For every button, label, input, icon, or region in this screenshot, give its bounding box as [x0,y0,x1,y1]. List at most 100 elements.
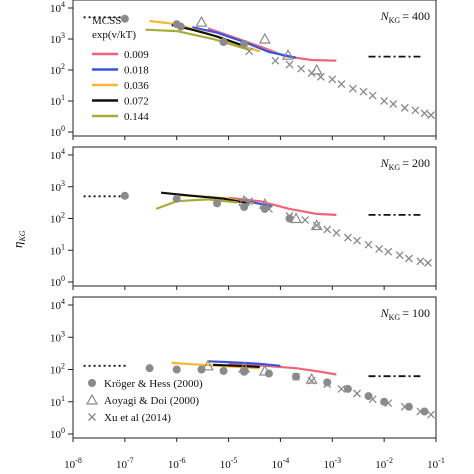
x-tick-label-exp: -3 [334,456,341,465]
x-tick-label-base: 10 [116,459,128,471]
x-tick-label: 10-4 [272,456,290,471]
y-tick-label: 100 [50,124,65,139]
xu-point-b [375,244,384,253]
x-tick-label: 10-3 [323,456,341,471]
x-tick-label: 10-8 [64,456,82,471]
aoyagi-doi-point [281,48,295,60]
kroger-hess-point [219,38,228,47]
xu-point [323,225,332,234]
x-tick-label: 10-7 [116,456,134,471]
y-tick-label-exp: 1 [61,394,65,403]
xu-point-b [420,109,429,118]
kroger-hess-point [120,14,129,23]
xu-point-b [368,91,377,100]
xu-point-b [312,221,321,230]
line-legend-label: 0.018 [124,65,149,77]
x-tick-label-base: 10 [272,459,284,471]
xu-point-b [389,100,398,108]
panel-plot-area [83,359,435,419]
xu-point [420,109,429,118]
x-tick-label-base: 10 [64,459,76,471]
xu-point [337,384,346,393]
y-tick-label: 103 [50,179,65,194]
y-tick-label: 102 [50,362,65,377]
y-tick-label-base: 10 [50,127,62,139]
panel-label: NKG = 200 [380,156,430,172]
panel-label-n: N [380,156,390,170]
x-tick-label: 10-1 [427,456,445,471]
panel-label-value: = 100 [402,306,430,320]
aoyagi-doi-point [195,15,208,27]
kroger-hess-point [420,407,429,416]
series-line-0.009 [207,27,337,62]
panel-label-n: N [380,306,390,320]
y-tick-label: 104 [50,297,65,312]
kroger-hess-point [364,392,373,401]
y-axis-label-sub: KG [18,230,27,242]
xu-point [364,240,373,249]
xu-point [384,247,393,256]
xu-point [368,91,377,100]
xu-point [348,84,357,93]
xu-point [297,64,306,73]
xu-point [404,254,413,263]
aoyagi-doi-point [290,212,303,224]
y-tick-label: 102 [50,62,65,77]
xu-point [245,197,254,206]
xu-point-b [380,97,389,105]
kroger-hess-point [404,402,413,411]
xu-point-b [297,64,306,73]
xu-point-b [332,229,341,237]
aoyagi-doi-point [201,359,214,371]
series-line-0.009 [228,362,337,376]
xu-point-b [353,389,361,398]
y-tick-label-exp: 4 [61,0,65,9]
y-tick-label-exp: 0 [61,274,65,283]
kroger-hess-point [213,199,222,208]
xu-point-b [400,103,409,112]
kroger-hess-point [176,22,185,31]
panel-plot-area [83,14,435,120]
xu-point-b [301,215,310,224]
y-tick-label-base: 10 [50,214,62,226]
kroger-hess-point [343,384,352,393]
y-tick-label: 103 [50,329,65,344]
xu-point [245,47,254,56]
y-tick-label-exp: 3 [61,329,65,338]
y-axis-label: ηKG [10,230,27,248]
xu-point [337,80,346,89]
kroger-hess-point [219,366,228,375]
x-tick-label: 10-5 [220,456,238,471]
kroger-hess-point [323,378,332,387]
kroger-hess-point [240,203,249,212]
svg-text:ηKG: ηKG [10,230,27,248]
kroger-hess-point [172,194,181,203]
y-tick-label-base: 10 [50,65,62,77]
line-legend: MCSS exp(v/kT) 0.009 0.018 0.036 0.072 0.144 [92,15,149,123]
x-tick-label-exp: -6 [179,456,186,465]
xu-point [400,103,409,112]
panel-label-n: N [380,9,390,23]
marker-legend-label: Kröger & Hess (2000) [104,378,203,390]
x-tick-label-base: 10 [220,459,232,471]
panel-frame [72,146,437,287]
y-tick-label-base: 10 [50,300,62,312]
y-tick-label: 101 [50,242,65,257]
panel-label-sub: KG [389,16,401,25]
aoyagi-doi-point [310,219,323,231]
xu-point-b [348,84,357,93]
panel-frame [72,296,437,439]
y-tick-label: 104 [50,0,65,15]
x-tick-label-exp: -8 [75,456,82,465]
kroger-hess-point [380,397,389,406]
series-line-0.144 [155,198,238,210]
x-tick-label-base: 10 [427,459,439,471]
marker-legend-triangle [85,393,99,405]
kroger-hess-point [260,204,269,213]
aoyagi-doi-point [310,63,323,75]
xu-point [328,75,337,84]
xu-point [343,233,352,242]
xu-point-b [368,395,377,404]
